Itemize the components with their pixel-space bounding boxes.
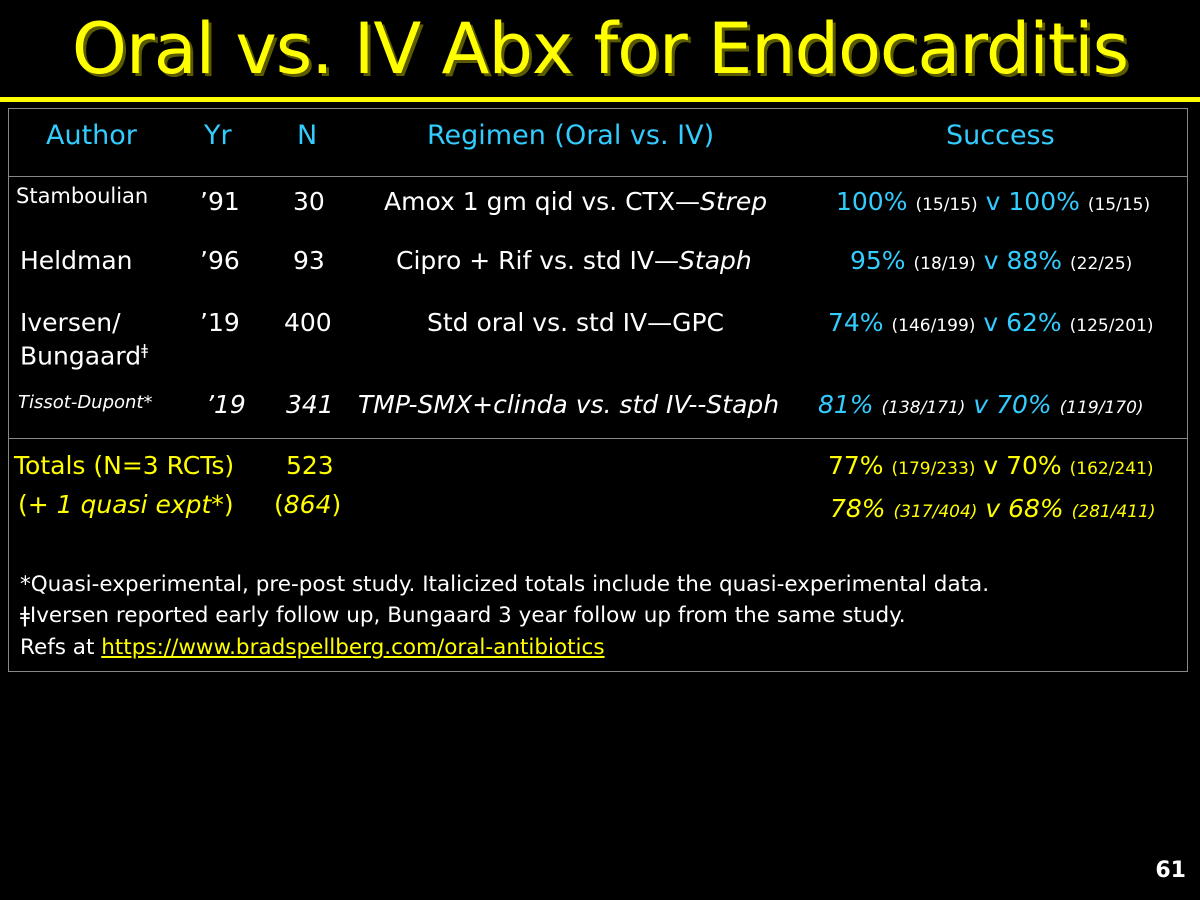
- regimen-organism: Strep: [699, 187, 768, 216]
- iv-success-pct: 70%: [996, 390, 1052, 419]
- oral-success-frac: (317/404): [893, 502, 978, 522]
- footnote-refs: Refs at https://www.bradspellberg.com/or…: [20, 635, 605, 660]
- header-divider: [8, 176, 1188, 177]
- totals-success: 77% (179/233) v 70% (162/241): [828, 451, 1154, 480]
- header-success: Success: [946, 120, 1055, 151]
- vs-label: v: [973, 390, 989, 419]
- row-success: 74% (146/199) v 62% (125/201): [828, 308, 1154, 337]
- paren-open: (: [274, 490, 284, 519]
- row-n: 341: [286, 390, 334, 419]
- row-author-line2: Bungaardǂ: [20, 341, 148, 370]
- quasi-n-value: 864: [283, 490, 332, 519]
- regimen-organism: Staph: [679, 246, 752, 275]
- oral-success-frac: (179/233): [891, 459, 976, 479]
- iv-success-pct: 62%: [1006, 308, 1062, 337]
- header-author: Author: [46, 120, 137, 151]
- vs-label: v: [983, 451, 999, 480]
- iv-success-pct: 68%: [1008, 494, 1064, 523]
- row-regimen: Amox 1 gm qid vs. CTX—Strep: [384, 187, 767, 216]
- oral-success-frac: (15/15): [915, 195, 978, 215]
- slide-title: Oral vs. IV Abx for Endocarditis: [71, 8, 1129, 90]
- results-table: [8, 108, 1188, 672]
- oral-success-frac: (146/199): [891, 316, 976, 336]
- paren-open: (: [18, 490, 28, 519]
- row-n: 400: [284, 308, 332, 337]
- row-yr: ’91: [200, 187, 240, 216]
- row-regimen: Std oral vs. std IV—GPC: [427, 308, 725, 337]
- refs-prefix: Refs at: [20, 635, 102, 660]
- title-underline: [0, 97, 1200, 102]
- oral-success-pct: 78%: [830, 494, 886, 523]
- refs-link[interactable]: https://www.bradspellberg.com/oral-antib…: [101, 635, 605, 660]
- iv-success-frac: (22/25): [1070, 254, 1133, 274]
- oral-success-frac: (138/171): [881, 398, 966, 418]
- totals-quasi-success: 78% (317/404) v 68% (281/411): [830, 494, 1156, 523]
- vs-label: v: [985, 494, 1001, 523]
- totals-quasi-label: (+ 1 quasi expt*): [18, 490, 234, 519]
- iv-success-frac: (162/241): [1069, 459, 1154, 479]
- paren-close: ): [223, 490, 234, 519]
- iv-success-frac: (119/170): [1059, 398, 1144, 418]
- footnote-iversen: ǂIversen reported early follow up, Bunga…: [20, 603, 906, 628]
- oral-success-pct: 95%: [850, 246, 906, 275]
- footnote-mark: ǂ: [141, 341, 148, 359]
- header-n: N: [297, 120, 318, 151]
- row-author: Heldman: [20, 246, 133, 275]
- row-success: 100% (15/15) v 100% (15/15): [836, 187, 1150, 216]
- oral-success-pct: 100%: [836, 187, 908, 216]
- quasi-label-text: + 1 quasi expt*: [27, 490, 224, 519]
- oral-success-pct: 81%: [818, 390, 874, 419]
- row-yr: ’96: [200, 246, 240, 275]
- header-regimen: Regimen (Oral vs. IV): [427, 120, 715, 151]
- regimen-main: Cipro + Rif vs. std IV—: [396, 246, 680, 275]
- row-n: 93: [293, 246, 325, 275]
- row-author: Tissot-Dupont*: [18, 392, 153, 413]
- row-regimen: Cipro + Rif vs. std IV—Staph: [396, 246, 752, 275]
- row-author: Stamboulian: [16, 184, 149, 208]
- totals-quasi-n: (864): [274, 490, 341, 519]
- vs-label: v: [983, 246, 999, 275]
- totals-n: 523: [286, 451, 334, 480]
- regimen-main: Amox 1 gm qid vs. CTX—: [384, 187, 700, 216]
- iv-success-frac: (281/411): [1071, 502, 1156, 522]
- iv-success-pct: 88%: [1006, 246, 1063, 275]
- oral-success-pct: 77%: [828, 451, 884, 480]
- row-success: 81% (138/171) v 70% (119/170): [818, 390, 1144, 419]
- oral-success-pct: 74%: [828, 308, 884, 337]
- totals-label: Totals (N=3 RCTs): [14, 451, 235, 480]
- iv-success-pct: 100%: [1008, 187, 1080, 216]
- iv-success-frac: (15/15): [1087, 195, 1151, 215]
- row-yr: ’19: [200, 308, 240, 337]
- oral-success-frac: (18/19): [913, 254, 976, 274]
- footnote-quasi: *Quasi-experimental, pre-post study. Ita…: [20, 572, 990, 597]
- vs-label: v: [983, 308, 999, 337]
- totals-divider: [8, 438, 1188, 439]
- paren-close: ): [331, 490, 342, 519]
- row-success: 95% (18/19) v 88% (22/25): [850, 246, 1132, 275]
- vs-label: v: [985, 187, 1001, 216]
- page-number: 61: [1155, 858, 1186, 883]
- row-yr: ’19: [206, 390, 246, 419]
- row-n: 30: [293, 187, 325, 216]
- row-author-line1: Iversen/: [20, 308, 121, 337]
- row-regimen: TMP-SMX+clinda vs. std IV--Staph: [358, 390, 780, 419]
- author-name: Bungaard: [20, 341, 142, 371]
- header-yr: Yr: [204, 120, 232, 151]
- iv-success-pct: 70%: [1006, 451, 1062, 480]
- iv-success-frac: (125/201): [1069, 316, 1154, 336]
